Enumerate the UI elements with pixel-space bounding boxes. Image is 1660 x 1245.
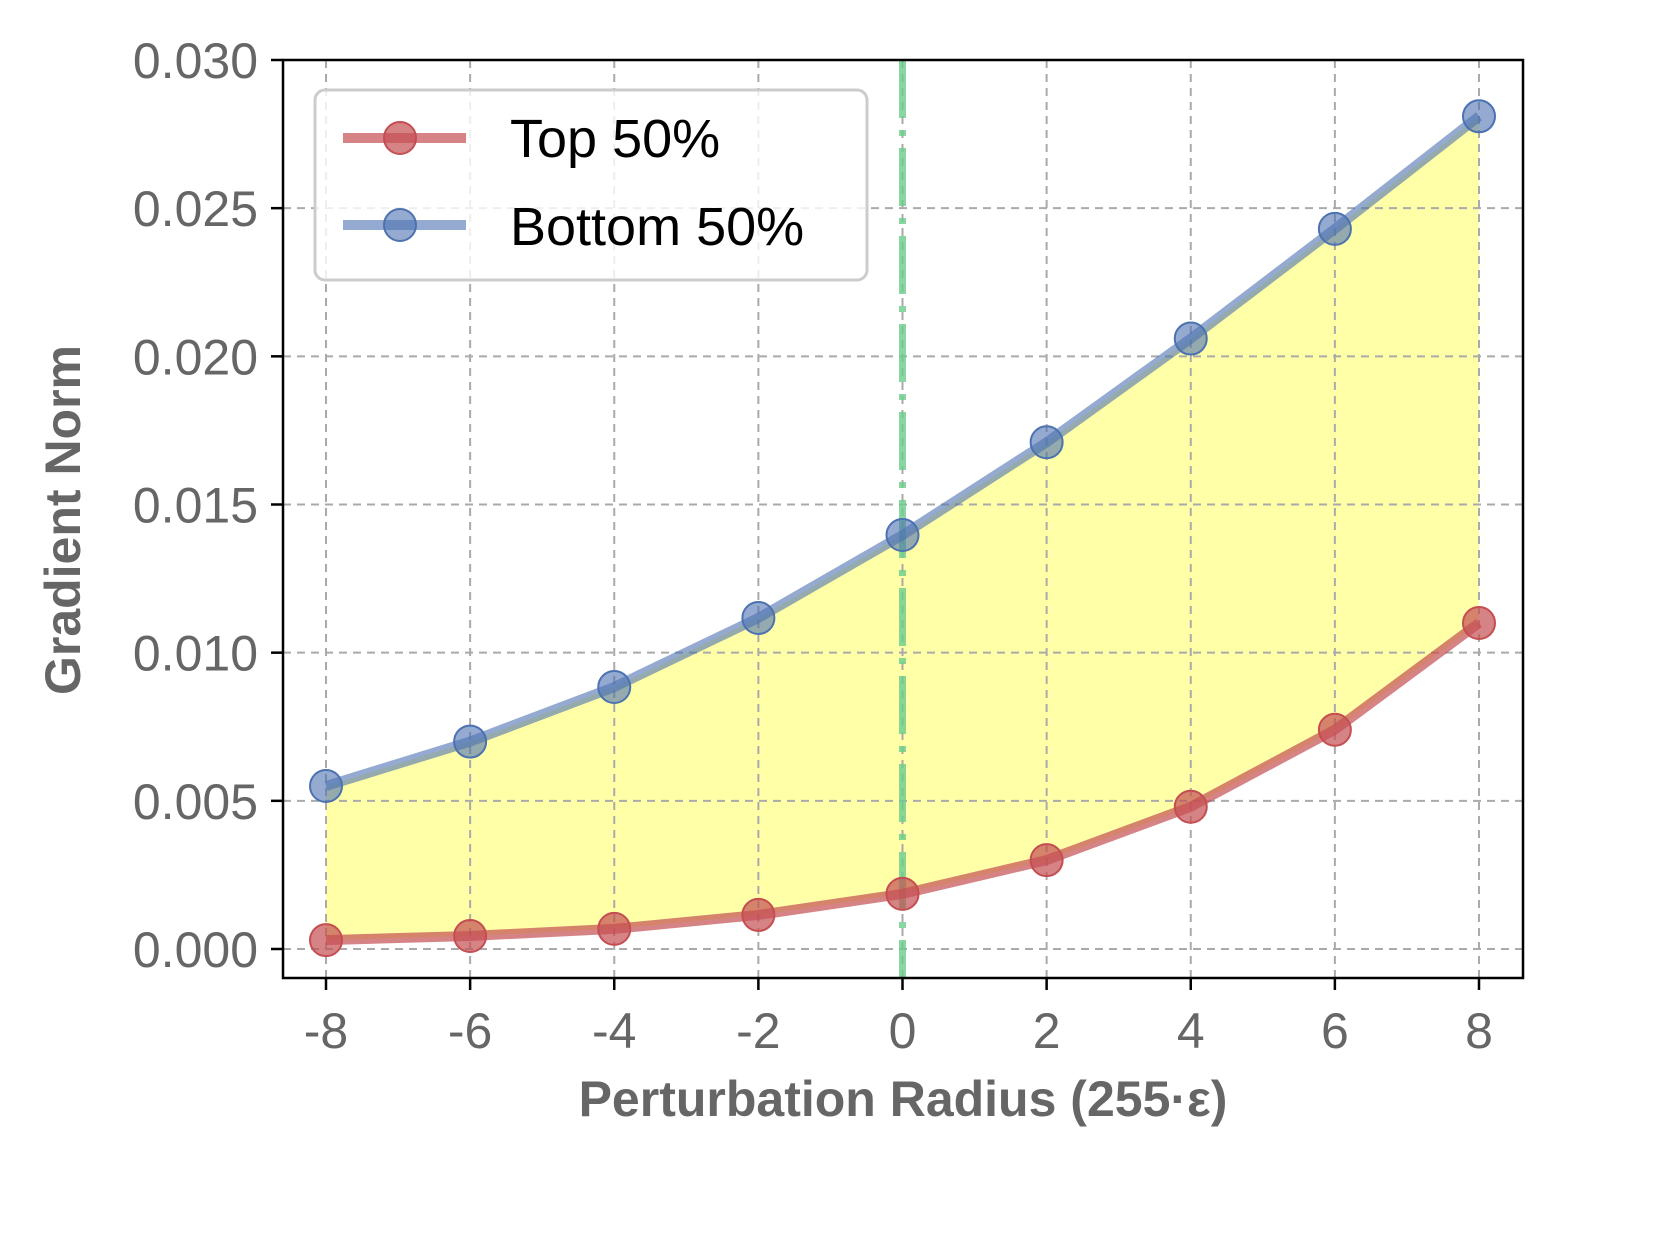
data-point-marker: [597, 670, 632, 705]
data-point-marker: [1462, 606, 1496, 641]
axis-ticks: -8 -6 -4 -2 0 2 4 6 8 0.000 0.005 0.010 0.015 0.020 0.…: [133, 33, 1493, 1059]
data-point-marker: [1029, 425, 1064, 460]
series-top-50: [309, 606, 1496, 958]
y-tick-label: 0.020: [133, 329, 258, 385]
y-tick-label: 0.015: [133, 478, 258, 534]
data-point-marker: [309, 923, 343, 958]
y-tick-label: 0.005: [133, 774, 258, 830]
data-point-marker: [885, 876, 920, 911]
legend-marker-blue-icon: [383, 208, 417, 242]
data-point-marker: [885, 518, 920, 553]
x-tick-label: -2: [736, 1003, 780, 1059]
y-tick-label: 0.010: [133, 626, 258, 682]
series-bottom-50: [309, 99, 1496, 804]
x-tick-label: -4: [592, 1003, 636, 1059]
x-tick-label: -8: [304, 1003, 348, 1059]
x-tick-label: 4: [1177, 1003, 1205, 1059]
x-tick-label: -6: [448, 1003, 492, 1059]
data-point-marker: [741, 600, 776, 635]
data-point-marker: [597, 911, 632, 946]
legend-item-top: Top 50%: [343, 109, 720, 169]
data-point-marker: [309, 769, 343, 804]
data-point-marker: [1317, 211, 1352, 246]
y-tick-label: 0.000: [133, 922, 258, 978]
legend: Top 50% Bottom 50%: [313, 88, 869, 282]
data-point-marker: [741, 897, 776, 932]
x-tick-label: 6: [1321, 1003, 1349, 1059]
data-point-marker: [1173, 321, 1208, 356]
data-point-marker: [1462, 99, 1496, 134]
data-point-marker: [453, 918, 488, 953]
y-axis-title: Gradient Norm: [35, 345, 91, 695]
legend-marker-red-icon: [383, 121, 417, 155]
legend-label-top: Top 50%: [510, 109, 720, 169]
series-lines: [309, 99, 1496, 958]
x-tick-label: 8: [1465, 1003, 1493, 1059]
data-point-marker: [1173, 789, 1208, 824]
x-tick-label: 0: [889, 1003, 917, 1059]
x-axis-title: Perturbation Radius (255·ε): [579, 1071, 1228, 1127]
data-point-marker: [453, 724, 488, 759]
y-tick-label: 0.030: [133, 33, 258, 89]
legend-item-bottom: Bottom 50%: [343, 197, 804, 257]
data-point-marker: [1029, 843, 1064, 878]
y-tick-label: 0.025: [133, 181, 258, 237]
data-point-marker: [1317, 712, 1352, 747]
x-tick-label: 2: [1033, 1003, 1061, 1059]
legend-label-bottom: Bottom 50%: [510, 197, 804, 257]
